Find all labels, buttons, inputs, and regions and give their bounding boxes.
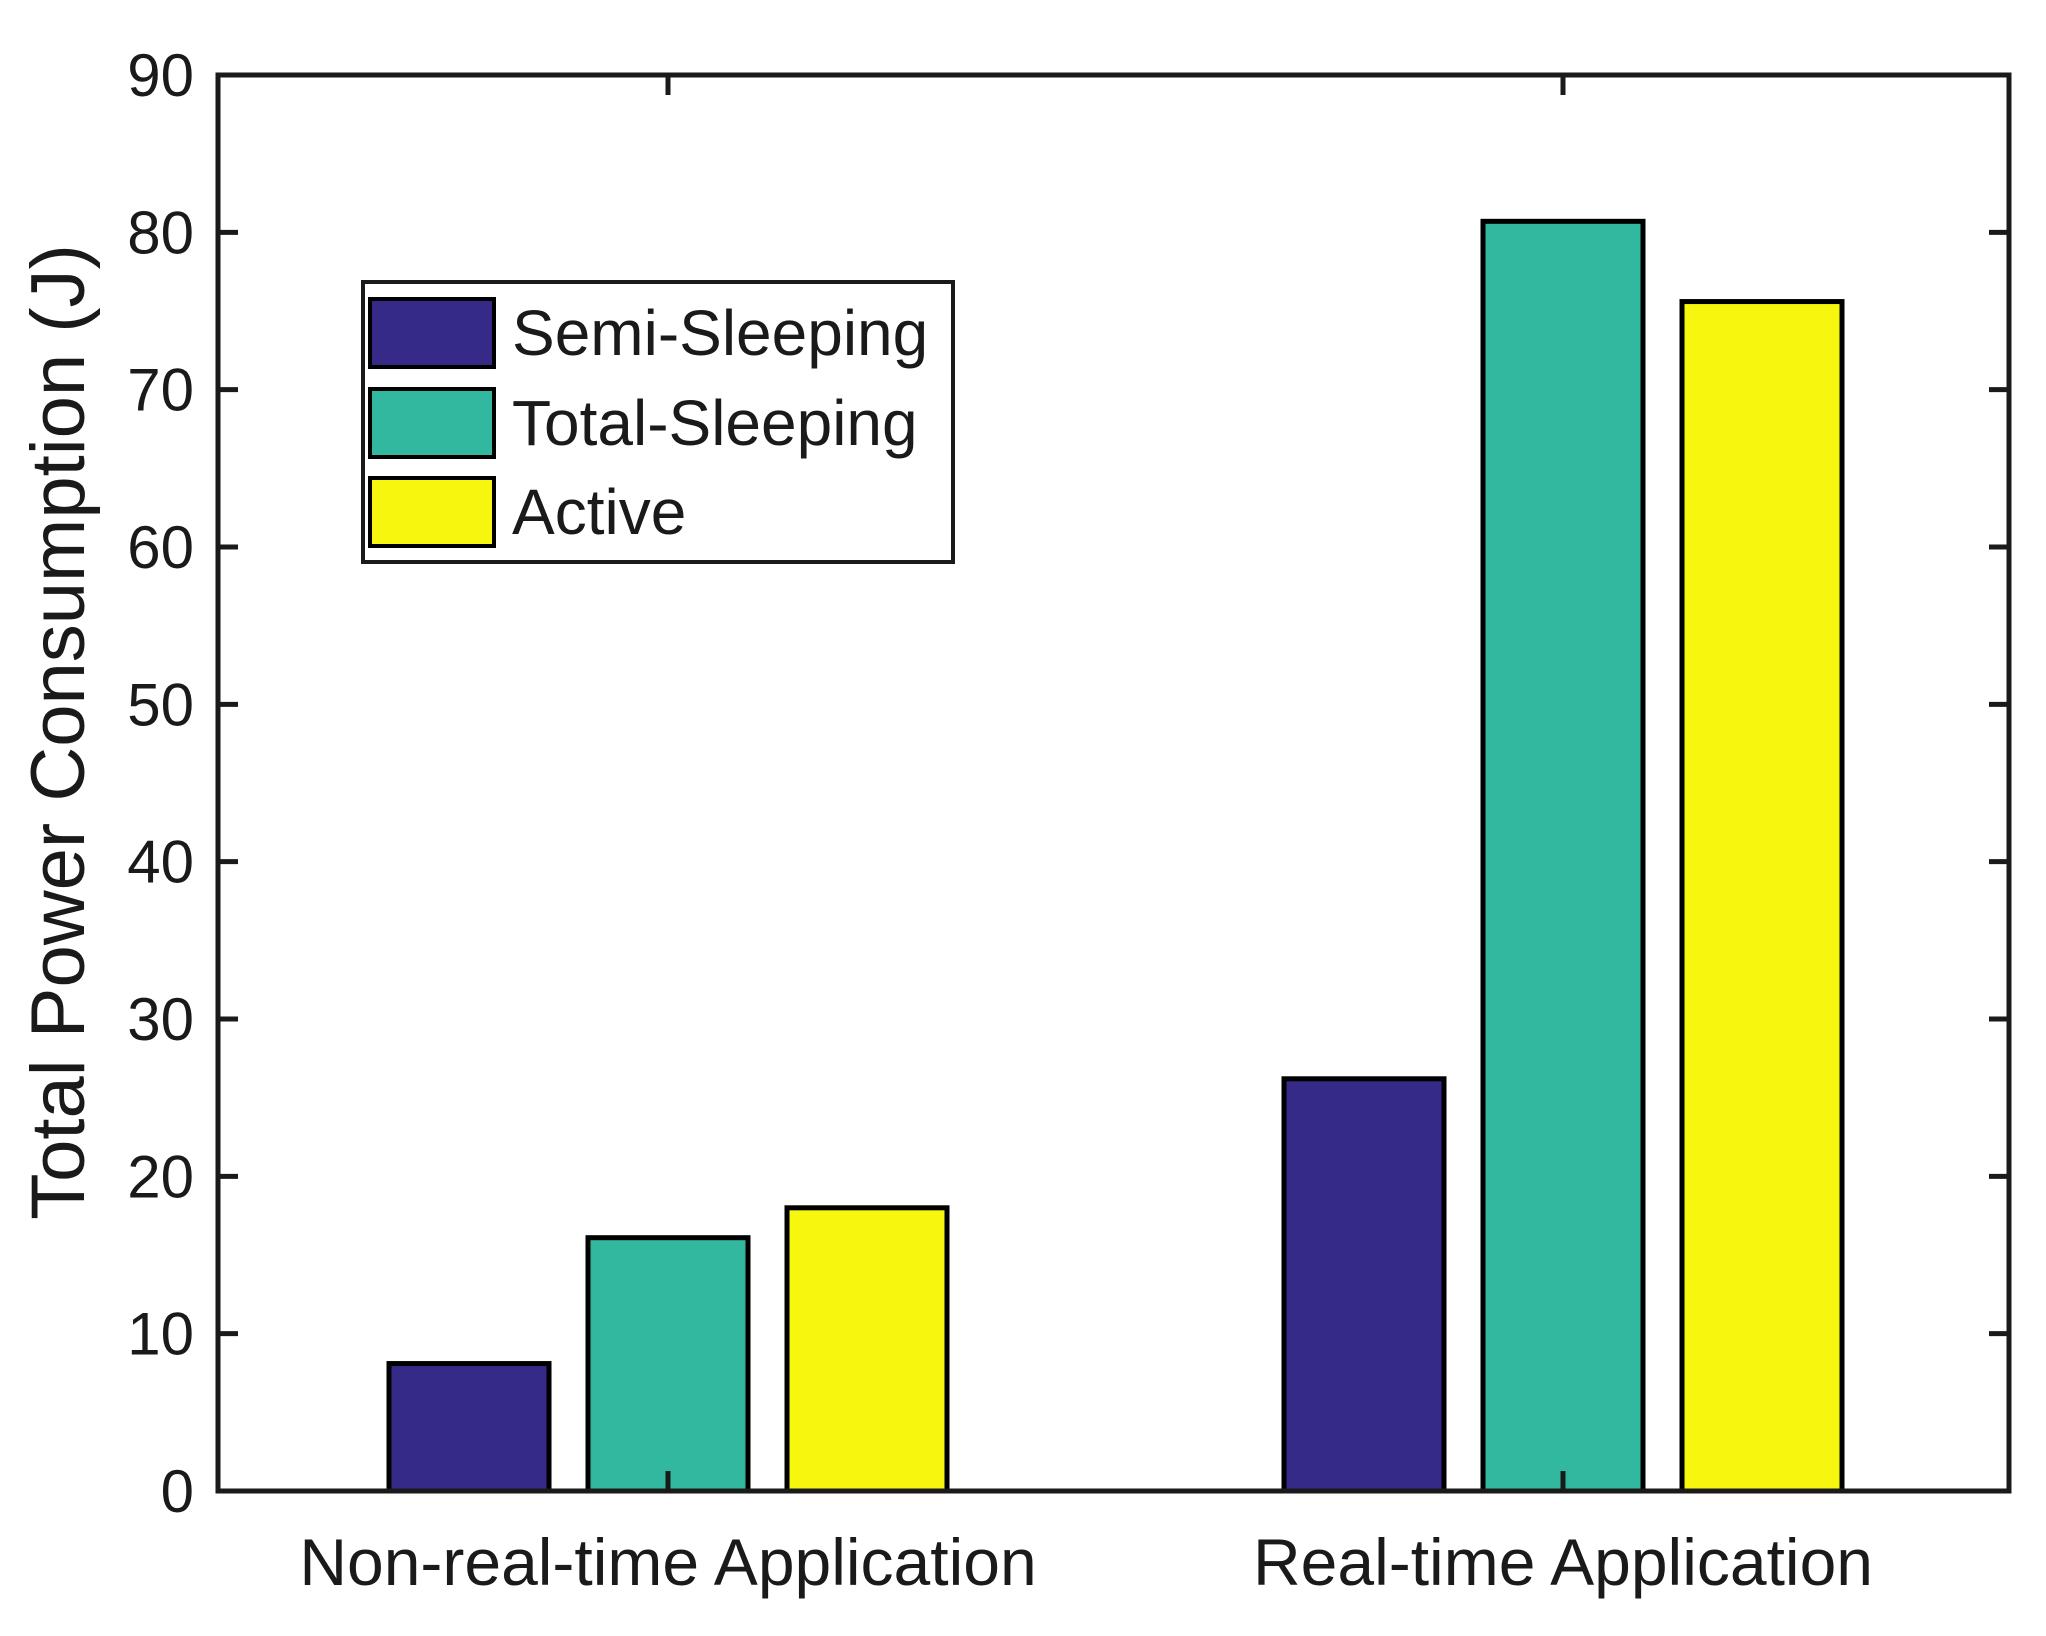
- legend-swatch-total-sleeping: [368, 387, 496, 459]
- y-tick-label-50: 50: [127, 671, 194, 738]
- bar-semi-sleeping-0: [386, 1361, 552, 1494]
- y-tick-label-10: 10: [127, 1301, 194, 1368]
- legend-label-semi-sleeping: Semi-Sleeping: [512, 297, 928, 369]
- ticks-layer: [218, 72, 2009, 1494]
- y-tick-label-80: 80: [127, 199, 194, 266]
- y-tick-label-60: 60: [127, 514, 194, 581]
- y-tick-label-20: 20: [127, 1143, 194, 1210]
- bar-active-0: [784, 1205, 950, 1494]
- legend-label-total-sleeping: Total-Sleeping: [512, 387, 918, 459]
- legend: Semi-Sleeping Total-Sleeping Active: [361, 280, 955, 564]
- y-tick-label-30: 30: [127, 986, 194, 1053]
- legend-label-active: Active: [512, 476, 686, 548]
- y-tick-label-70: 70: [127, 357, 194, 424]
- bar-total-sleeping-0: [585, 1235, 751, 1494]
- y-tick-label-0: 0: [161, 1458, 194, 1525]
- x-category-label-non-real-time: Non-real-time Application: [299, 1525, 1036, 1599]
- y-tick-label-90: 90: [127, 42, 194, 109]
- plot-area-border: [215, 72, 2012, 1494]
- y-axis-label: Total Power Consumption (J): [16, 244, 101, 1220]
- y-tick-labels: 0 10 20 30 40 50 60 70 80 90: [127, 42, 194, 1525]
- bar-active-1: [1679, 299, 1845, 1494]
- x-category-label-real-time: Real-time Application: [1253, 1525, 1873, 1599]
- bar-total-sleeping-1: [1480, 218, 1646, 1494]
- bars-layer: [386, 218, 1845, 1494]
- bar-semi-sleeping-1: [1281, 1076, 1447, 1494]
- legend-swatch-active: [368, 476, 496, 548]
- y-tick-label-40: 40: [127, 829, 194, 896]
- legend-swatch-semi-sleeping: [368, 297, 496, 369]
